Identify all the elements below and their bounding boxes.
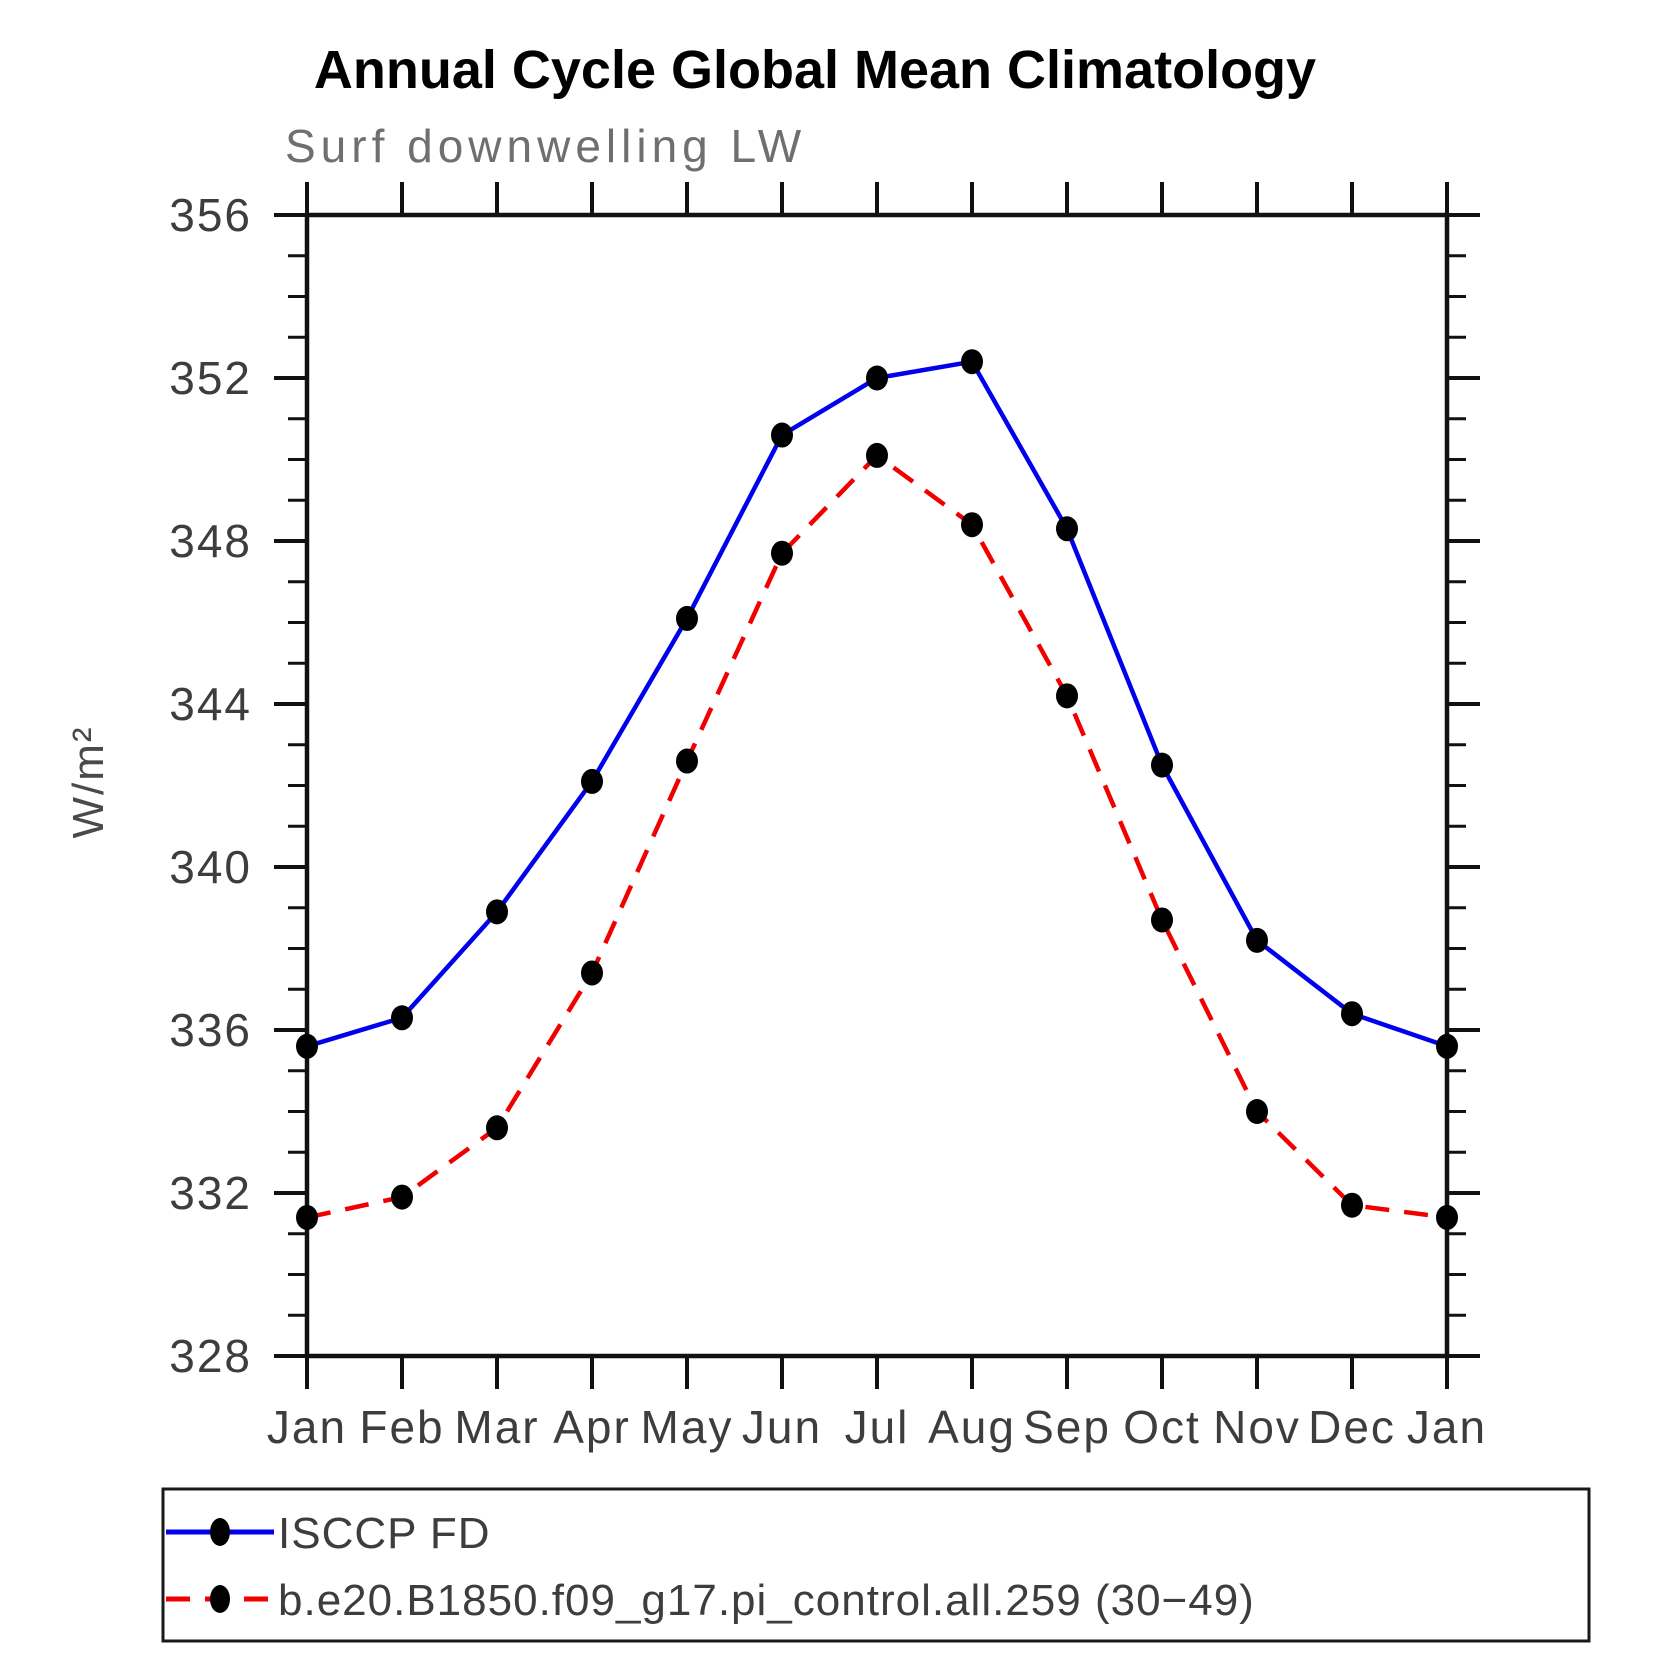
x-tick-label: Dec [1308, 1401, 1396, 1453]
data-point-marker [866, 365, 888, 391]
x-tick-label: Feb [359, 1401, 444, 1453]
data-point-marker [296, 1204, 318, 1230]
data-point-marker [1151, 907, 1173, 933]
data-point-marker [961, 512, 983, 538]
legend-item-model: b.e20.B1850.f09_g17.pi_control.all.259 (… [166, 1576, 1255, 1625]
legend-label-model: b.e20.B1850.f09_g17.pi_control.all.259 (… [278, 1576, 1255, 1625]
data-point-marker [391, 1184, 413, 1210]
y-tick-label: 340 [169, 841, 252, 893]
chart-subtitle: Surf downwelling LW [285, 120, 806, 172]
data-point-marker [296, 1033, 318, 1059]
data-point-marker [486, 899, 508, 925]
x-tick-label: Aug [928, 1401, 1016, 1453]
series-line-1 [306, 453, 1448, 1220]
data-point-marker [1246, 1099, 1268, 1124]
legend: ISCCP FD b.e20.B1850.f09_g17.pi_control.… [161, 1487, 1591, 1643]
y-tick-label: 336 [169, 1004, 252, 1056]
data-point-marker [1341, 1001, 1363, 1027]
x-tick-label: Jul [845, 1401, 910, 1453]
data-point-marker [581, 768, 603, 794]
y-tick-label: 348 [169, 515, 252, 567]
x-tick-label: Jan [1407, 1401, 1487, 1453]
data-point-marker [771, 422, 793, 448]
y-axis-label: W/m² [64, 725, 113, 838]
x-tick-label: Apr [553, 1401, 631, 1453]
plot-area: Jan Feb Mar Apr May Jun Jul Aug Sep Oct Nov Dec Jan3… [169, 182, 1487, 1453]
data-point-marker [676, 605, 698, 631]
data-point-marker [486, 1115, 508, 1141]
legend-label-isccp: ISCCP FD [278, 1509, 491, 1558]
data-point-marker [391, 1005, 413, 1031]
x-tick-label: May [641, 1401, 734, 1453]
data-point-marker [771, 540, 793, 566]
data-point-marker [1341, 1192, 1363, 1218]
data-point-marker [1246, 927, 1268, 953]
data-point-marker [961, 349, 983, 375]
legend-marker-icon [210, 1585, 230, 1613]
data-point-marker [866, 442, 888, 468]
y-tick-label: 344 [169, 678, 252, 730]
y-tick-label: 356 [169, 189, 252, 241]
x-tick-label: Nov [1213, 1401, 1301, 1453]
data-point-marker [1151, 752, 1173, 778]
y-tick-label: 332 [169, 1167, 252, 1219]
y-tick-label: 352 [169, 352, 252, 404]
data-point-marker [1056, 683, 1078, 709]
legend-box [161, 1487, 1591, 1643]
legend-marker-icon [210, 1518, 230, 1546]
data-point-marker [1436, 1033, 1458, 1059]
data-point-marker [1436, 1204, 1458, 1230]
data-point-marker [581, 960, 603, 986]
legend-item-isccp: ISCCP FD [166, 1509, 491, 1558]
data-point-marker [676, 748, 698, 774]
data-point-marker [1056, 516, 1078, 542]
x-tick-label: Jun [742, 1401, 822, 1453]
y-tick-label: 328 [169, 1330, 252, 1382]
chart-title: Annual Cycle Global Mean Climatology [314, 40, 1316, 100]
x-tick-label: Jan [267, 1401, 347, 1453]
x-tick-label: Oct [1123, 1401, 1201, 1453]
x-tick-label: Sep [1023, 1401, 1111, 1453]
x-tick-label: Mar [454, 1401, 539, 1453]
